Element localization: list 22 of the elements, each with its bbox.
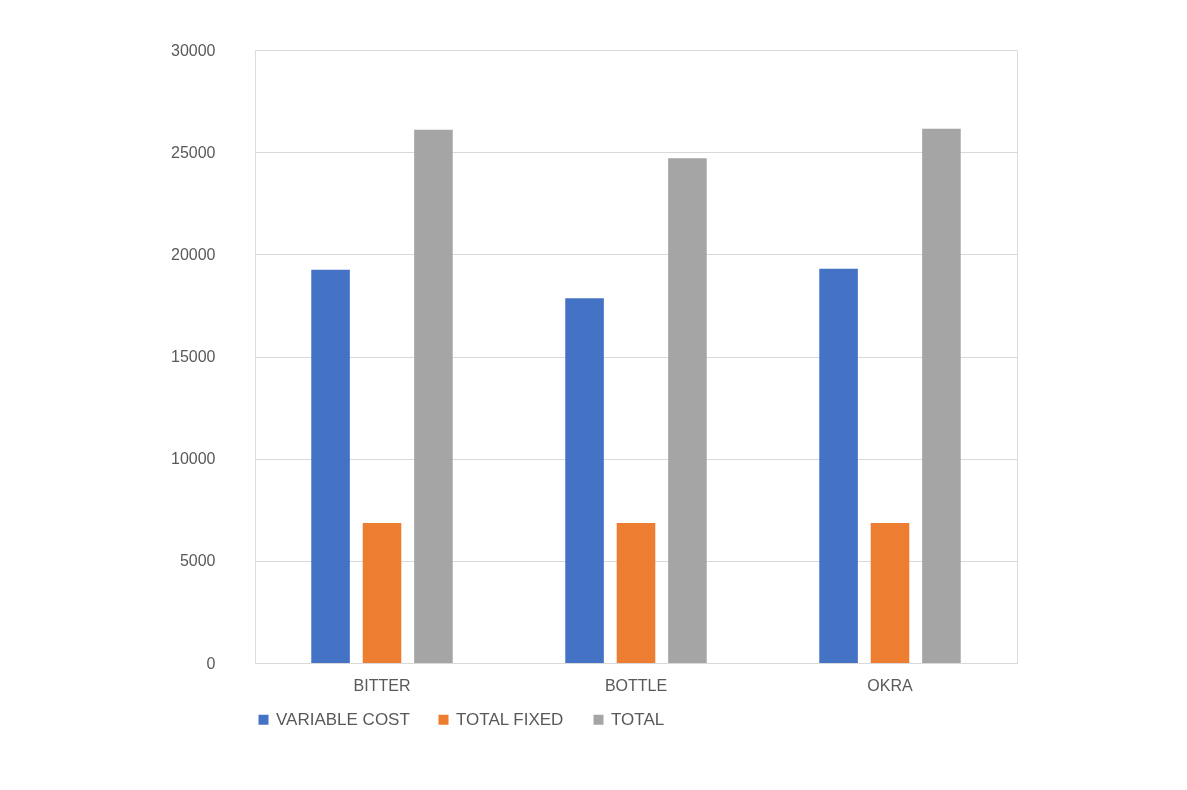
y-tick-label: 5000: [179, 552, 216, 570]
y-tick-label: 25000: [171, 143, 216, 161]
legend-label: VARIABLE COST: [276, 709, 410, 729]
y-tick-label: 20000: [171, 245, 216, 263]
bar: [870, 523, 910, 663]
legend-label: TOTAL FIXED: [456, 709, 564, 729]
bar: [311, 269, 350, 663]
x-tick-label: OKRA: [867, 676, 913, 694]
bar: [565, 298, 604, 663]
bar: [819, 268, 858, 663]
y-tick-label: 10000: [171, 450, 216, 468]
y-tick-label: 0: [206, 654, 216, 672]
y-tick-label: 15000: [171, 348, 216, 365]
y-tick-label: 30000: [171, 41, 216, 59]
bar: [616, 523, 656, 663]
bar: [414, 129, 453, 663]
legend-label: TOTAL: [611, 709, 665, 729]
bar: [922, 128, 961, 663]
bar: [362, 523, 402, 663]
bar: [668, 158, 707, 663]
x-tick-label: BITTER: [353, 676, 411, 694]
x-tick-label: BOTTLE: [604, 676, 668, 694]
